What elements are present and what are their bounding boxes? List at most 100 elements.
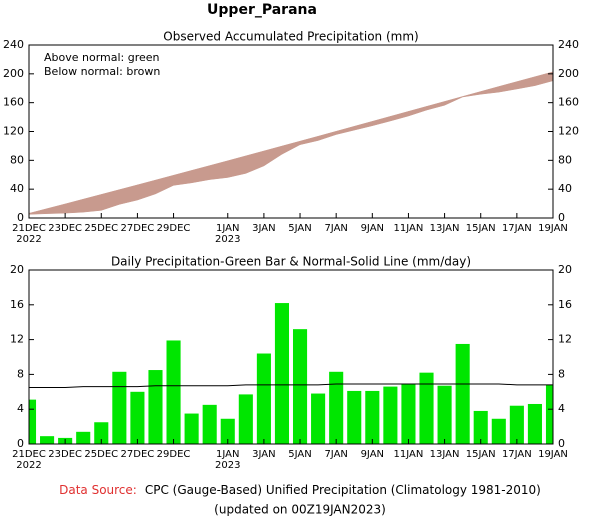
x-tick-label: 27DEC bbox=[121, 223, 155, 234]
bar bbox=[527, 403, 542, 444]
anomaly-area bbox=[155, 174, 174, 195]
x-tick-label: 19JAN bbox=[538, 449, 568, 460]
x-tick-label: 27DEC bbox=[121, 449, 155, 460]
plot-marks bbox=[29, 303, 553, 444]
x-tick-label: 29DEC bbox=[157, 449, 191, 460]
anomaly-area bbox=[462, 91, 481, 98]
source-text: CPC (Gauge-Based) Unified Precipitation … bbox=[145, 483, 541, 497]
x-tick-label: 21DEC bbox=[12, 449, 46, 460]
x-tick-label: 23DEC bbox=[48, 449, 82, 460]
normal-line bbox=[29, 383, 553, 388]
x-tick-label: 5JAN bbox=[288, 223, 311, 234]
bar bbox=[184, 413, 199, 444]
bar bbox=[545, 384, 553, 444]
bar bbox=[166, 340, 181, 444]
x-tick-label: 3JAN bbox=[252, 223, 275, 234]
bar bbox=[473, 410, 488, 444]
y-tick-label: 200 bbox=[3, 67, 24, 80]
anomaly-area bbox=[263, 145, 283, 167]
y2-tick-label: 80 bbox=[558, 153, 572, 166]
y-tick-label: 12 bbox=[10, 333, 24, 346]
x-tick-label: 1JAN bbox=[216, 449, 239, 460]
anomaly-area bbox=[353, 121, 373, 131]
source-label: Data Source: bbox=[59, 483, 137, 497]
anomaly-area bbox=[480, 86, 500, 95]
anomaly-area bbox=[137, 179, 156, 201]
x-tick-label: 9JAN bbox=[361, 223, 384, 234]
anomaly-area bbox=[29, 208, 48, 215]
x-tick-label: 23DEC bbox=[48, 223, 82, 234]
bar bbox=[292, 329, 308, 444]
bar bbox=[76, 431, 91, 444]
anomaly-area bbox=[64, 198, 84, 214]
footer-source: Data Source: CPC (Gauge-Based) Unified Pr… bbox=[59, 483, 541, 497]
bar bbox=[148, 370, 163, 444]
anomaly-area bbox=[408, 106, 427, 117]
y-tick-label: 240 bbox=[3, 38, 24, 51]
anomaly-area bbox=[372, 116, 391, 127]
x-tick-label: 9JAN bbox=[361, 449, 384, 460]
bar bbox=[112, 371, 127, 444]
anomaly-area bbox=[227, 155, 247, 178]
y2-tick-label: 240 bbox=[558, 38, 579, 51]
anomaly-area bbox=[82, 194, 102, 213]
year-label: 2023 bbox=[215, 234, 240, 245]
bar bbox=[491, 418, 506, 444]
x-tick-label: 17JAN bbox=[502, 449, 532, 460]
anomaly-area bbox=[101, 189, 120, 211]
anomaly-area bbox=[516, 76, 536, 90]
y2-tick-label: 8 bbox=[558, 367, 565, 380]
bar bbox=[311, 393, 326, 444]
x-tick-label: 3JAN bbox=[252, 449, 275, 460]
x-tick-label: 21DEC bbox=[12, 223, 46, 234]
anomaly-area bbox=[46, 203, 66, 214]
bar bbox=[274, 303, 290, 444]
anomaly-area bbox=[317, 130, 337, 141]
y-tick-label: 0 bbox=[17, 211, 24, 224]
x-tick-label: 5JAN bbox=[288, 449, 311, 460]
x-tick-label: 25DEC bbox=[84, 449, 118, 460]
y-tick-label: 40 bbox=[10, 182, 24, 195]
x-tick-label: 11JAN bbox=[394, 223, 424, 234]
bar bbox=[419, 372, 434, 444]
bar bbox=[220, 418, 235, 444]
y-tick-label: 0 bbox=[17, 437, 24, 450]
anomaly-area bbox=[390, 111, 409, 122]
anomaly-area bbox=[209, 160, 229, 180]
anomaly-area bbox=[534, 71, 553, 86]
x-tick-label: 13JAN bbox=[430, 449, 460, 460]
bar bbox=[256, 353, 271, 444]
year-label: 2022 bbox=[16, 460, 41, 471]
page-title: Upper_Parana bbox=[207, 2, 317, 18]
x-tick-label: 11JAN bbox=[394, 449, 424, 460]
x-tick-label: 29DEC bbox=[157, 223, 191, 234]
bar bbox=[401, 383, 416, 444]
anomaly-area bbox=[299, 135, 319, 146]
chart-title: Observed Accumulated Precipitation (mm) bbox=[163, 30, 418, 44]
bar bbox=[347, 390, 362, 444]
annotation: Above normal: green bbox=[44, 51, 160, 64]
bar bbox=[238, 394, 253, 444]
y2-tick-label: 20 bbox=[558, 263, 572, 276]
x-tick-label: 7JAN bbox=[324, 449, 347, 460]
anomaly-area bbox=[119, 184, 138, 205]
bar bbox=[509, 405, 524, 444]
bar bbox=[130, 391, 145, 444]
anomaly-area bbox=[245, 150, 265, 174]
y2-tick-label: 160 bbox=[558, 96, 579, 109]
y2-tick-label: 40 bbox=[558, 182, 572, 195]
bar bbox=[365, 390, 380, 444]
y2-tick-label: 0 bbox=[558, 437, 565, 450]
y-tick-label: 16 bbox=[10, 298, 24, 311]
x-tick-label: 15JAN bbox=[466, 449, 496, 460]
anomaly-area bbox=[498, 81, 518, 93]
anomaly-area bbox=[426, 101, 445, 111]
y-tick-label: 4 bbox=[17, 402, 24, 415]
bar bbox=[29, 399, 37, 444]
y-tick-label: 120 bbox=[3, 125, 24, 138]
y2-tick-label: 16 bbox=[558, 298, 572, 311]
plot-marks bbox=[29, 71, 553, 215]
anomaly-area bbox=[281, 140, 301, 155]
y-tick-label: 80 bbox=[10, 153, 24, 166]
